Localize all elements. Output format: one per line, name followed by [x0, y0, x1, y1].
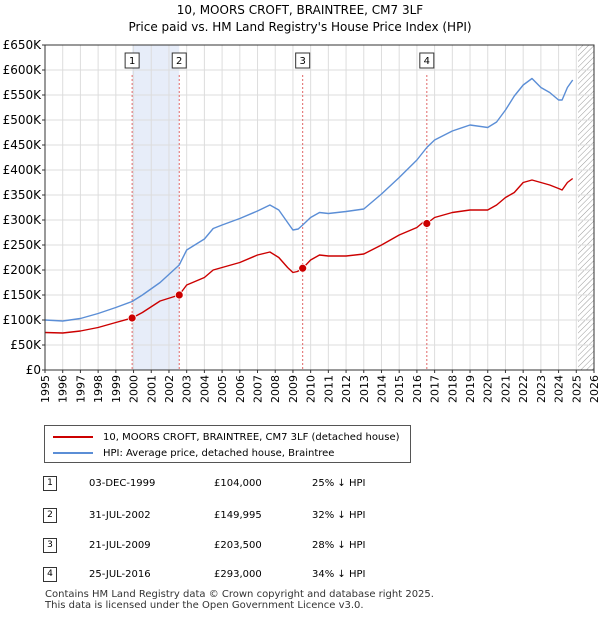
row-date: 31-JUL-2002 [89, 510, 151, 521]
sale-number-box [124, 52, 140, 69]
sale-number-label: 2 [176, 56, 182, 67]
row-delta: 25% ↓ HPI [312, 478, 366, 489]
y-tick-label: £300K [3, 213, 43, 227]
x-tick-label: 2011 [322, 375, 335, 403]
x-tick-label: 2021 [499, 375, 512, 403]
row-delta: 28% ↓ HPI [312, 540, 366, 551]
row-delta: 32% ↓ HPI [312, 510, 366, 521]
x-tick-label: 2024 [553, 375, 566, 403]
x-tick-label: 2015 [393, 375, 406, 403]
x-tick-label: 2022 [517, 375, 530, 403]
y-tick-label: £0 [26, 363, 41, 377]
row-price: £149,995 [214, 510, 262, 521]
sale-number-box [295, 52, 311, 69]
y-tick-label: £50K [10, 338, 42, 352]
shaded-period [132, 45, 180, 370]
legend-swatch-hpi [53, 452, 93, 454]
x-tick-label: 1997 [74, 375, 87, 403]
row-date: 25-JUL-2016 [89, 569, 151, 580]
x-tick-label: 2009 [287, 375, 300, 403]
row-number: 1 [43, 476, 57, 491]
row-date: 03-DEC-1999 [89, 478, 156, 489]
x-tick-label: 2014 [375, 375, 388, 403]
series-line-property [44, 177, 574, 334]
row-number: 3 [43, 538, 57, 553]
x-tick-label: 1998 [92, 375, 105, 403]
x-tick-label: 2004 [198, 375, 211, 403]
legend: 10, MOORS CROFT, BRAINTREE, CM7 3LF (det… [44, 425, 411, 463]
legend-item-property: 10, MOORS CROFT, BRAINTREE, CM7 3LF (det… [53, 430, 400, 444]
y-tick-label: £200K [3, 263, 43, 277]
legend-label-property: 10, MOORS CROFT, BRAINTREE, CM7 3LF (det… [103, 431, 400, 443]
footer-licence: This data is licensed under the Open Gov… [45, 600, 364, 611]
chart-subtitle: Price paid vs. HM Land Registry's House … [128, 20, 472, 34]
x-tick-label: 2018 [446, 375, 459, 403]
series-line-hpi [44, 77, 574, 322]
x-tick-label: 2016 [411, 375, 424, 403]
x-tick-label: 1996 [57, 375, 70, 403]
sale-point [127, 313, 137, 323]
plot-area [45, 45, 594, 370]
sale-number-label: 3 [299, 56, 305, 67]
forecast-hatch [578, 45, 594, 370]
x-tick-label: 2020 [482, 375, 495, 403]
x-tick-label: 2017 [429, 375, 442, 403]
sale-number-box [419, 52, 435, 69]
chart-title: 10, MOORS CROFT, BRAINTREE, CM7 3LF [176, 3, 424, 17]
price-chart: 1 2 3 4 £0 £50K £100K £150K £200K £250K £300K £350… [3, 38, 600, 403]
x-tick-label: 2006 [234, 375, 247, 403]
y-tick-label: £150K [3, 288, 43, 302]
x-tick-label: 1999 [110, 375, 123, 403]
row-price: £293,000 [214, 569, 262, 580]
sale-point [298, 263, 308, 273]
x-tick-label: 1995 [39, 375, 52, 403]
x-tick-label: 2003 [181, 375, 194, 403]
row-date: 21-JUL-2009 [89, 540, 151, 551]
sale-number-label: 4 [424, 56, 430, 67]
row-number: 2 [43, 508, 57, 523]
x-tick-label: 2001 [145, 375, 158, 403]
sale-point [422, 219, 432, 228]
row-price: £104,000 [214, 478, 262, 489]
y-tick-label: £400K [3, 163, 43, 177]
x-tick-label: 2025 [570, 375, 583, 403]
sale-number-box [171, 52, 187, 69]
y-tick-label: £100K [3, 313, 43, 327]
x-tick-label: 2012 [340, 375, 353, 403]
y-tick-label: £500K [3, 113, 43, 127]
x-tick-label: 2013 [358, 375, 371, 403]
row-number: 4 [43, 567, 57, 582]
x-tick-label: 2008 [269, 375, 282, 403]
x-tick-label: 2000 [128, 375, 141, 403]
legend-item-hpi: HPI: Average price, detached house, Brai… [53, 446, 334, 460]
sale-point [174, 290, 184, 300]
legend-label-hpi: HPI: Average price, detached house, Brai… [103, 447, 335, 459]
row-delta: 34% ↓ HPI [312, 569, 366, 580]
x-tick-label: 2026 [588, 375, 600, 403]
x-tick-label: 2019 [464, 375, 477, 403]
legend-swatch-property [53, 436, 93, 438]
footer: Contains HM Land Registry data © Crown c… [45, 589, 434, 611]
x-tick-label: 2007 [252, 375, 265, 403]
y-tick-label: £650K [3, 38, 43, 52]
y-tick-label: £450K [3, 138, 43, 152]
plot-frame [44, 44, 595, 371]
y-tick-label: £350K [3, 188, 43, 202]
y-tick-label: £250K [3, 238, 43, 252]
x-tick-label: 2005 [216, 375, 229, 403]
row-price: £203,500 [214, 540, 262, 551]
x-tick-label: 2002 [163, 375, 176, 403]
sale-number-label: 1 [129, 56, 135, 67]
y-tick-label: £550K [3, 88, 43, 102]
footer-copyright: Contains HM Land Registry data © Crown c… [45, 589, 434, 600]
y-tick-label: £600K [3, 63, 43, 77]
x-tick-label: 2023 [535, 375, 548, 403]
x-tick-label: 2010 [305, 375, 318, 403]
